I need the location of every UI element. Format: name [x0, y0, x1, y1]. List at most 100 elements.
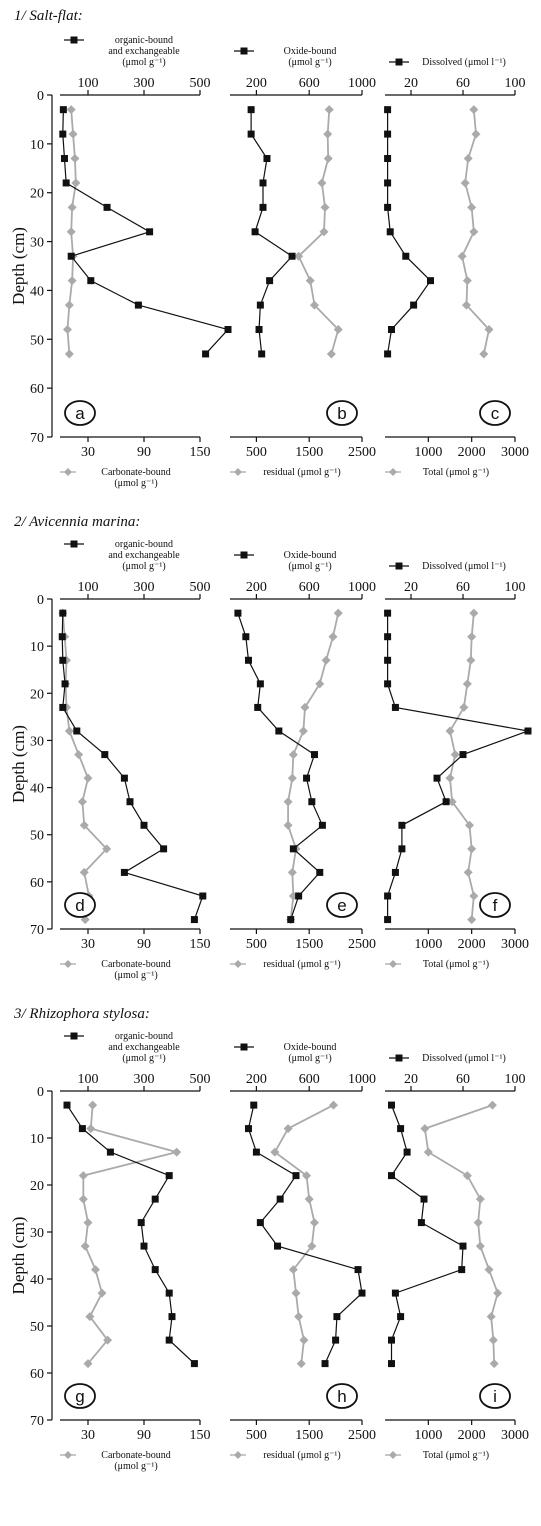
- data-point-square: [318, 821, 326, 829]
- data-point-square: [190, 916, 198, 924]
- data-point-square: [321, 1360, 329, 1368]
- data-point-square: [165, 1289, 173, 1297]
- data-point-square: [61, 680, 69, 688]
- legend-bottom-diamond-marker: [234, 960, 242, 968]
- data-point-diamond: [103, 1335, 113, 1345]
- data-point-diamond: [83, 1218, 93, 1228]
- data-point-diamond: [445, 726, 455, 736]
- data-point-square: [251, 228, 259, 236]
- data-point-diamond: [471, 129, 481, 139]
- data-point-diamond: [333, 608, 343, 618]
- bottom-tick-label: 30: [81, 445, 95, 460]
- data-point-diamond: [283, 1124, 293, 1134]
- data-point-square: [288, 252, 296, 260]
- data-point-diamond: [319, 227, 329, 237]
- top-series-label: (μmol g⁻¹): [122, 561, 165, 572]
- data-point-square: [333, 1313, 341, 1321]
- section-title-avicennia: 2/ Avicennia marina:: [14, 514, 140, 530]
- data-point-square: [87, 277, 95, 285]
- data-point-diamond: [305, 276, 315, 286]
- data-point-diamond: [326, 349, 336, 359]
- top-series-label: (μmol g⁻¹): [288, 561, 331, 572]
- bottom-tick-label: 1000: [414, 1428, 442, 1443]
- data-point-square: [384, 633, 392, 641]
- data-point-square: [259, 203, 267, 211]
- y-tick-label: 40: [30, 1273, 44, 1288]
- top-tick-label: 300: [134, 580, 155, 595]
- data-point-square: [126, 798, 134, 806]
- bottom-tick-label: 1000: [414, 445, 442, 460]
- data-point-diamond: [328, 1100, 338, 1110]
- bottom-series-label: (μmol g⁻¹): [114, 1461, 157, 1472]
- data-point-diamond: [328, 632, 338, 642]
- legend-bottom-diamond-marker: [64, 1451, 72, 1459]
- bottom-tick-label: 2000: [458, 445, 486, 460]
- top-series-label: and exchangeable: [108, 550, 180, 561]
- data-point-diamond: [83, 773, 93, 783]
- y-tick-label: 30: [30, 734, 44, 749]
- data-point-diamond: [460, 178, 470, 188]
- top-series-label: organic-bound: [115, 1031, 173, 1042]
- panel-f: 20 60 100 1000 2000 3000 Dissolved (μmol l⁻¹) T…: [384, 561, 532, 970]
- data-point-square: [442, 798, 450, 806]
- top-tick-label: 600: [299, 580, 320, 595]
- panel-label-circle: [326, 400, 358, 426]
- data-point-diamond: [83, 1359, 93, 1369]
- top-series-label: and exchangeable: [108, 1042, 180, 1053]
- bottom-tick-label: 2000: [458, 1428, 486, 1443]
- panel-label-circle: [479, 400, 511, 426]
- data-point-square: [397, 1313, 405, 1321]
- data-point-diamond: [296, 1359, 306, 1369]
- y-tick-label: 60: [30, 382, 44, 397]
- data-point-square: [120, 868, 128, 876]
- data-point-square: [524, 727, 532, 735]
- top-series-label: Oxide-bound: [284, 1042, 337, 1053]
- data-point-square: [151, 1266, 159, 1274]
- legend-bottom-diamond-marker: [389, 960, 397, 968]
- legend-top-square-marker: [395, 562, 403, 570]
- data-point-diamond: [64, 300, 74, 310]
- panel-label: b: [337, 404, 346, 423]
- y-tick-label: 0: [37, 1085, 44, 1100]
- data-point-square: [140, 821, 148, 829]
- data-point-square: [358, 1289, 366, 1297]
- panel-label: a: [75, 404, 85, 423]
- panel-label-circle: [64, 892, 96, 918]
- bottom-series-label: Total (μmol g⁻¹): [423, 959, 489, 970]
- data-point-diamond: [467, 632, 477, 642]
- series-line-residual-mol-g: [297, 109, 340, 355]
- top-tick-label: 1000: [348, 76, 376, 91]
- data-point-square: [458, 1266, 466, 1274]
- data-point-square: [388, 1172, 395, 1180]
- data-point-diamond: [307, 1241, 317, 1251]
- bottom-tick-label: 1500: [295, 1428, 323, 1443]
- top-tick-label: 200: [246, 1072, 267, 1087]
- bottom-series-label: residual (μmol g⁻¹): [263, 1450, 341, 1461]
- legend-top-square-marker: [240, 47, 248, 55]
- data-point-square: [256, 1219, 264, 1227]
- data-point-square: [250, 1101, 258, 1109]
- top-tick-label: 100: [505, 1072, 526, 1087]
- data-point-diamond: [287, 773, 297, 783]
- data-point-square: [59, 656, 67, 664]
- bottom-tick-label: 90: [137, 445, 151, 460]
- data-point-square: [140, 1242, 148, 1250]
- data-point-square: [295, 892, 303, 900]
- series-line-carbonate-bound: [82, 1105, 181, 1365]
- panel-label: c: [491, 404, 500, 423]
- y-tick-label: 60: [30, 876, 44, 891]
- section-title-rhizophora: 3/ Rhizophora stylosa:: [13, 1006, 150, 1022]
- data-point-diamond: [86, 1124, 96, 1134]
- data-point-diamond: [298, 726, 308, 736]
- data-point-square: [58, 633, 66, 641]
- data-point-diamond: [102, 844, 112, 854]
- panel-label-circle: [64, 400, 96, 426]
- bottom-tick-label: 3000: [501, 1428, 529, 1443]
- y-tick-label: 0: [37, 89, 44, 104]
- data-point-diamond: [420, 1124, 430, 1134]
- data-point-diamond: [479, 349, 489, 359]
- panel-label-circle: [479, 1383, 511, 1409]
- data-point-diamond: [488, 1335, 498, 1345]
- data-point-square: [398, 845, 406, 853]
- data-point-diamond: [461, 300, 471, 310]
